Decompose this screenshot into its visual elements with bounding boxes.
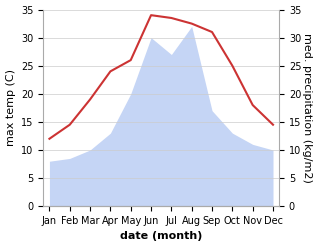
- Y-axis label: max temp (C): max temp (C): [5, 69, 16, 146]
- Y-axis label: med. precipitation (kg/m2): med. precipitation (kg/m2): [302, 33, 313, 183]
- X-axis label: date (month): date (month): [120, 231, 203, 242]
